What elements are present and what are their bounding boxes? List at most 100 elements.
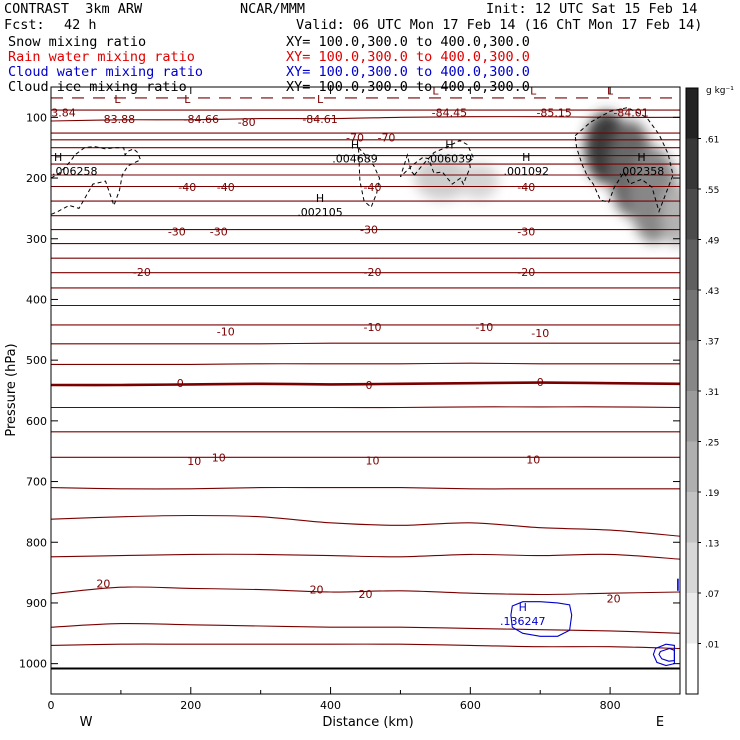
high-marker: H bbox=[519, 601, 527, 614]
model-title: CONTRAST 3km ARW bbox=[4, 1, 143, 17]
colorbar-label: .49 bbox=[705, 237, 720, 247]
colorbar-label: .55 bbox=[705, 186, 719, 196]
colorbar-label: .37 bbox=[705, 338, 719, 348]
isotherm bbox=[51, 406, 680, 409]
y-tick-label: 900 bbox=[26, 597, 47, 610]
high-marker: H bbox=[445, 139, 453, 152]
isotherm-label: -30 bbox=[360, 224, 378, 237]
isotherm bbox=[51, 486, 680, 490]
extremum-value: .002105 bbox=[297, 206, 343, 219]
x-tick-label: 400 bbox=[320, 699, 341, 712]
extremum-value: .004689 bbox=[332, 153, 378, 166]
y-tick-label: 100 bbox=[26, 111, 47, 124]
high-marker: H bbox=[522, 151, 530, 164]
x-axis-label: Distance (km) bbox=[322, 715, 413, 730]
colorbar-swatch bbox=[686, 643, 698, 694]
isotherm-label: -83.88 bbox=[100, 113, 135, 126]
isotherm bbox=[51, 622, 680, 634]
east-label: E bbox=[656, 715, 664, 730]
extremum-value: .136247 bbox=[500, 615, 546, 628]
isotherm-label: 20 bbox=[96, 578, 110, 591]
colorbar-label: .01 bbox=[705, 641, 719, 651]
extremum-value: .002358 bbox=[619, 165, 665, 178]
x-tick-label: 0 bbox=[48, 699, 55, 712]
y-tick-label: 400 bbox=[26, 293, 47, 306]
low-marker: L bbox=[530, 85, 537, 98]
colorbar-swatch bbox=[686, 138, 698, 189]
isotherm-zero bbox=[51, 381, 680, 387]
isotherm-label: -10 bbox=[364, 321, 382, 334]
isotherm-label: -30 bbox=[517, 225, 535, 238]
colorbar-swatch bbox=[686, 593, 698, 644]
isotherm bbox=[51, 116, 680, 122]
y-tick-label: 200 bbox=[26, 172, 47, 185]
isotherm-label: 20 bbox=[359, 588, 373, 601]
extremum-value: .006258 bbox=[52, 165, 98, 178]
forecast-label: Fcst: bbox=[4, 17, 45, 33]
isotherm-label: -10 bbox=[217, 326, 235, 339]
low-marker: L bbox=[184, 93, 191, 106]
colorbar-swatch bbox=[686, 290, 698, 341]
isotherm bbox=[51, 586, 680, 596]
y-tick-label: 700 bbox=[26, 476, 47, 489]
isotherm-label: -84.66 bbox=[184, 113, 219, 126]
cloud-ice-contour bbox=[51, 145, 142, 216]
isotherm-label: -70 bbox=[377, 131, 395, 144]
colorbar-label: .43 bbox=[705, 287, 719, 297]
colorbar-label: .25 bbox=[705, 439, 719, 449]
isotherm-label: -30 bbox=[210, 225, 228, 238]
isotherm bbox=[51, 643, 680, 650]
low-marker: L bbox=[317, 93, 324, 106]
cloud-ice-contour bbox=[574, 107, 674, 213]
plot-frame bbox=[50, 86, 681, 695]
colorbar-swatch bbox=[686, 239, 698, 290]
field-cloudwater-name: Cloud water mixing ratio bbox=[8, 64, 204, 80]
y-tick-label: 500 bbox=[26, 354, 47, 367]
isotherm-label: -20 bbox=[133, 266, 151, 279]
y-tick-label: 600 bbox=[26, 415, 47, 428]
isotherm-label: -84.01 bbox=[613, 106, 648, 119]
isotherm-label: 10 bbox=[526, 454, 540, 467]
colorbar-swatch bbox=[686, 340, 698, 391]
snow-shade bbox=[661, 182, 680, 247]
colorbar-label: .07 bbox=[705, 590, 719, 600]
isotherm-label: -85.15 bbox=[536, 106, 571, 119]
isotherm-label: -10 bbox=[475, 321, 493, 334]
west-label: W bbox=[80, 715, 93, 730]
low-marker: L bbox=[432, 85, 439, 98]
init-time: Init: 12 UTC Sat 15 Feb 14 bbox=[486, 1, 698, 17]
isotherm bbox=[51, 514, 680, 537]
snow-shade bbox=[458, 163, 499, 200]
isotherm-label: -40 bbox=[178, 181, 196, 194]
colorbar-label: .61 bbox=[705, 136, 719, 146]
forecast-hour: 42 h bbox=[64, 17, 97, 33]
field-snow-xy: XY= 100.0,300.0 to 400.0,300.0 bbox=[286, 34, 530, 50]
center-name: NCAR/MMM bbox=[240, 1, 306, 17]
isotherm-label: 0 bbox=[177, 377, 184, 390]
valid-time: Valid: 06 UTC Mon 17 Feb 14 (16 ChT Mon … bbox=[296, 17, 703, 33]
isotherm-label: -40 bbox=[364, 181, 382, 194]
isotherm-label: 10 bbox=[365, 454, 379, 467]
isotherm-label: -30 bbox=[168, 225, 186, 238]
field-snow-name: Snow mixing ratio bbox=[8, 34, 147, 50]
colorbar-swatch bbox=[686, 189, 698, 240]
field-rain-xy: XY= 100.0,300.0 to 400.0,300.0 bbox=[286, 49, 530, 65]
snow-shade bbox=[414, 156, 471, 201]
isotherm-label: -70 bbox=[346, 131, 364, 144]
isotherm-label: 20 bbox=[607, 593, 621, 606]
x-tick-label: 600 bbox=[460, 699, 481, 712]
y-axis-label: Pressure (hPa) bbox=[4, 343, 19, 436]
isotherm-label: -20 bbox=[364, 266, 382, 279]
high-marker: H bbox=[351, 139, 359, 152]
y-tick-label: 800 bbox=[26, 536, 47, 549]
isotherm bbox=[51, 553, 680, 560]
high-marker: H bbox=[637, 151, 645, 164]
extremum-value: .006039 bbox=[427, 153, 473, 166]
isotherm-label: -20 bbox=[517, 266, 535, 279]
low-marker: L bbox=[114, 93, 121, 106]
colorbar-swatch bbox=[686, 441, 698, 492]
isotherm bbox=[51, 362, 680, 365]
isotherm-label: -84.45 bbox=[432, 106, 467, 119]
isotherm-label: -80 bbox=[238, 116, 256, 129]
